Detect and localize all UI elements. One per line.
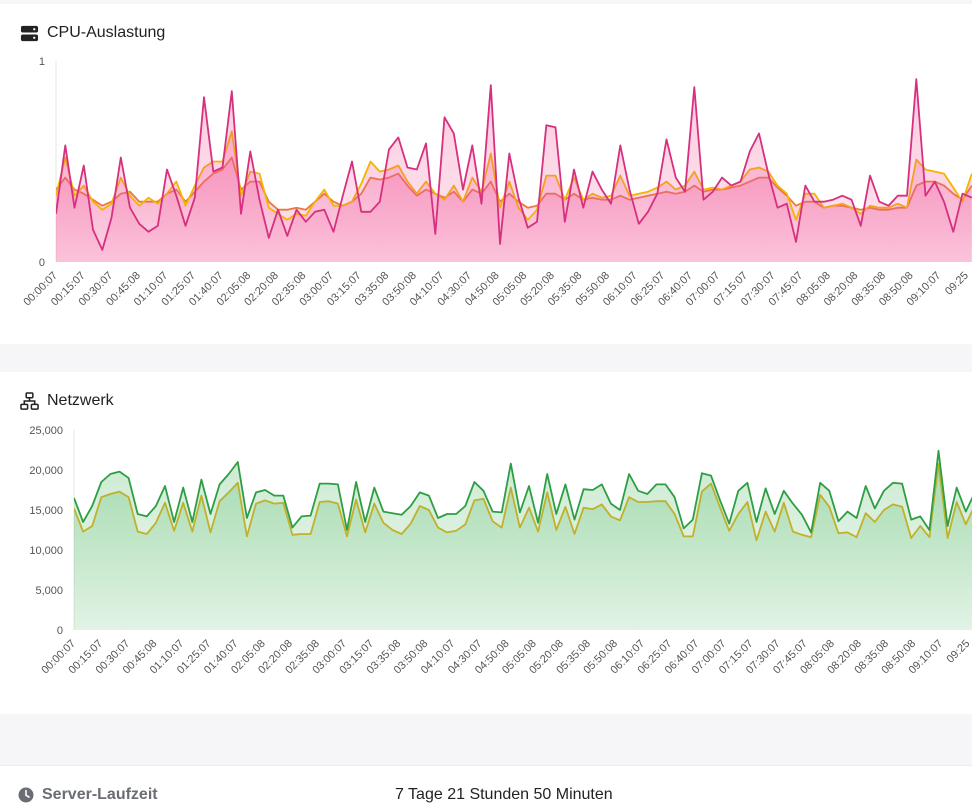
network-chart: 05,00010,00015,00020,00025,00000:00:0700… <box>29 425 972 676</box>
series-line <box>74 449 972 534</box>
network-card-title: Netzwerk <box>47 392 114 409</box>
y-tick-label: 5,000 <box>35 585 63 597</box>
y-tick-label: 25,000 <box>29 425 63 437</box>
cpu-card: CPU-Auslastung 0 1 00:00:07 00:15:07 00:30:0… <box>0 4 972 344</box>
y-tick-label: 15,000 <box>29 505 63 517</box>
series-area <box>74 450 972 630</box>
server-uptime-label-wrap: Server-Laufzeit <box>18 786 158 804</box>
cpu-card-header: CPU-Auslastung <box>20 22 165 44</box>
y-tick-label: 20,000 <box>29 465 63 477</box>
plot-area <box>56 78 972 262</box>
network-card: Netzwerk 0 5,000 10,000 15,000 20,000 25,000 0… <box>0 372 972 714</box>
series-line <box>56 78 972 251</box>
y-tick-label: 1 <box>39 56 45 68</box>
x-tick-label: 09:25 <box>944 638 972 666</box>
network-icon <box>20 391 39 410</box>
y-tick-label: 0 <box>39 257 45 269</box>
server-uptime-label: Server-Laufzeit <box>42 786 158 803</box>
plot-area <box>74 449 972 630</box>
server-uptime-row: Server-Laufzeit 7 Tage 21 Stunden 50 Min… <box>0 765 972 808</box>
cpu-card-title: CPU-Auslastung <box>47 24 166 41</box>
server-icon <box>20 25 39 41</box>
y-tick-label: 10,000 <box>29 545 63 557</box>
network-card-header: Netzwerk <box>20 390 114 412</box>
y-tick-label: 0 <box>57 625 63 637</box>
clock-icon <box>18 787 34 803</box>
series-area <box>56 79 972 262</box>
x-tick-label: 09:25 <box>943 270 971 298</box>
server-uptime-value: 7 Tage 21 Stunden 50 Minuten <box>395 786 613 803</box>
cpu-usage-chart: 0100:00:0700:15:0700:30:0700:45:0801:10:… <box>21 56 972 308</box>
